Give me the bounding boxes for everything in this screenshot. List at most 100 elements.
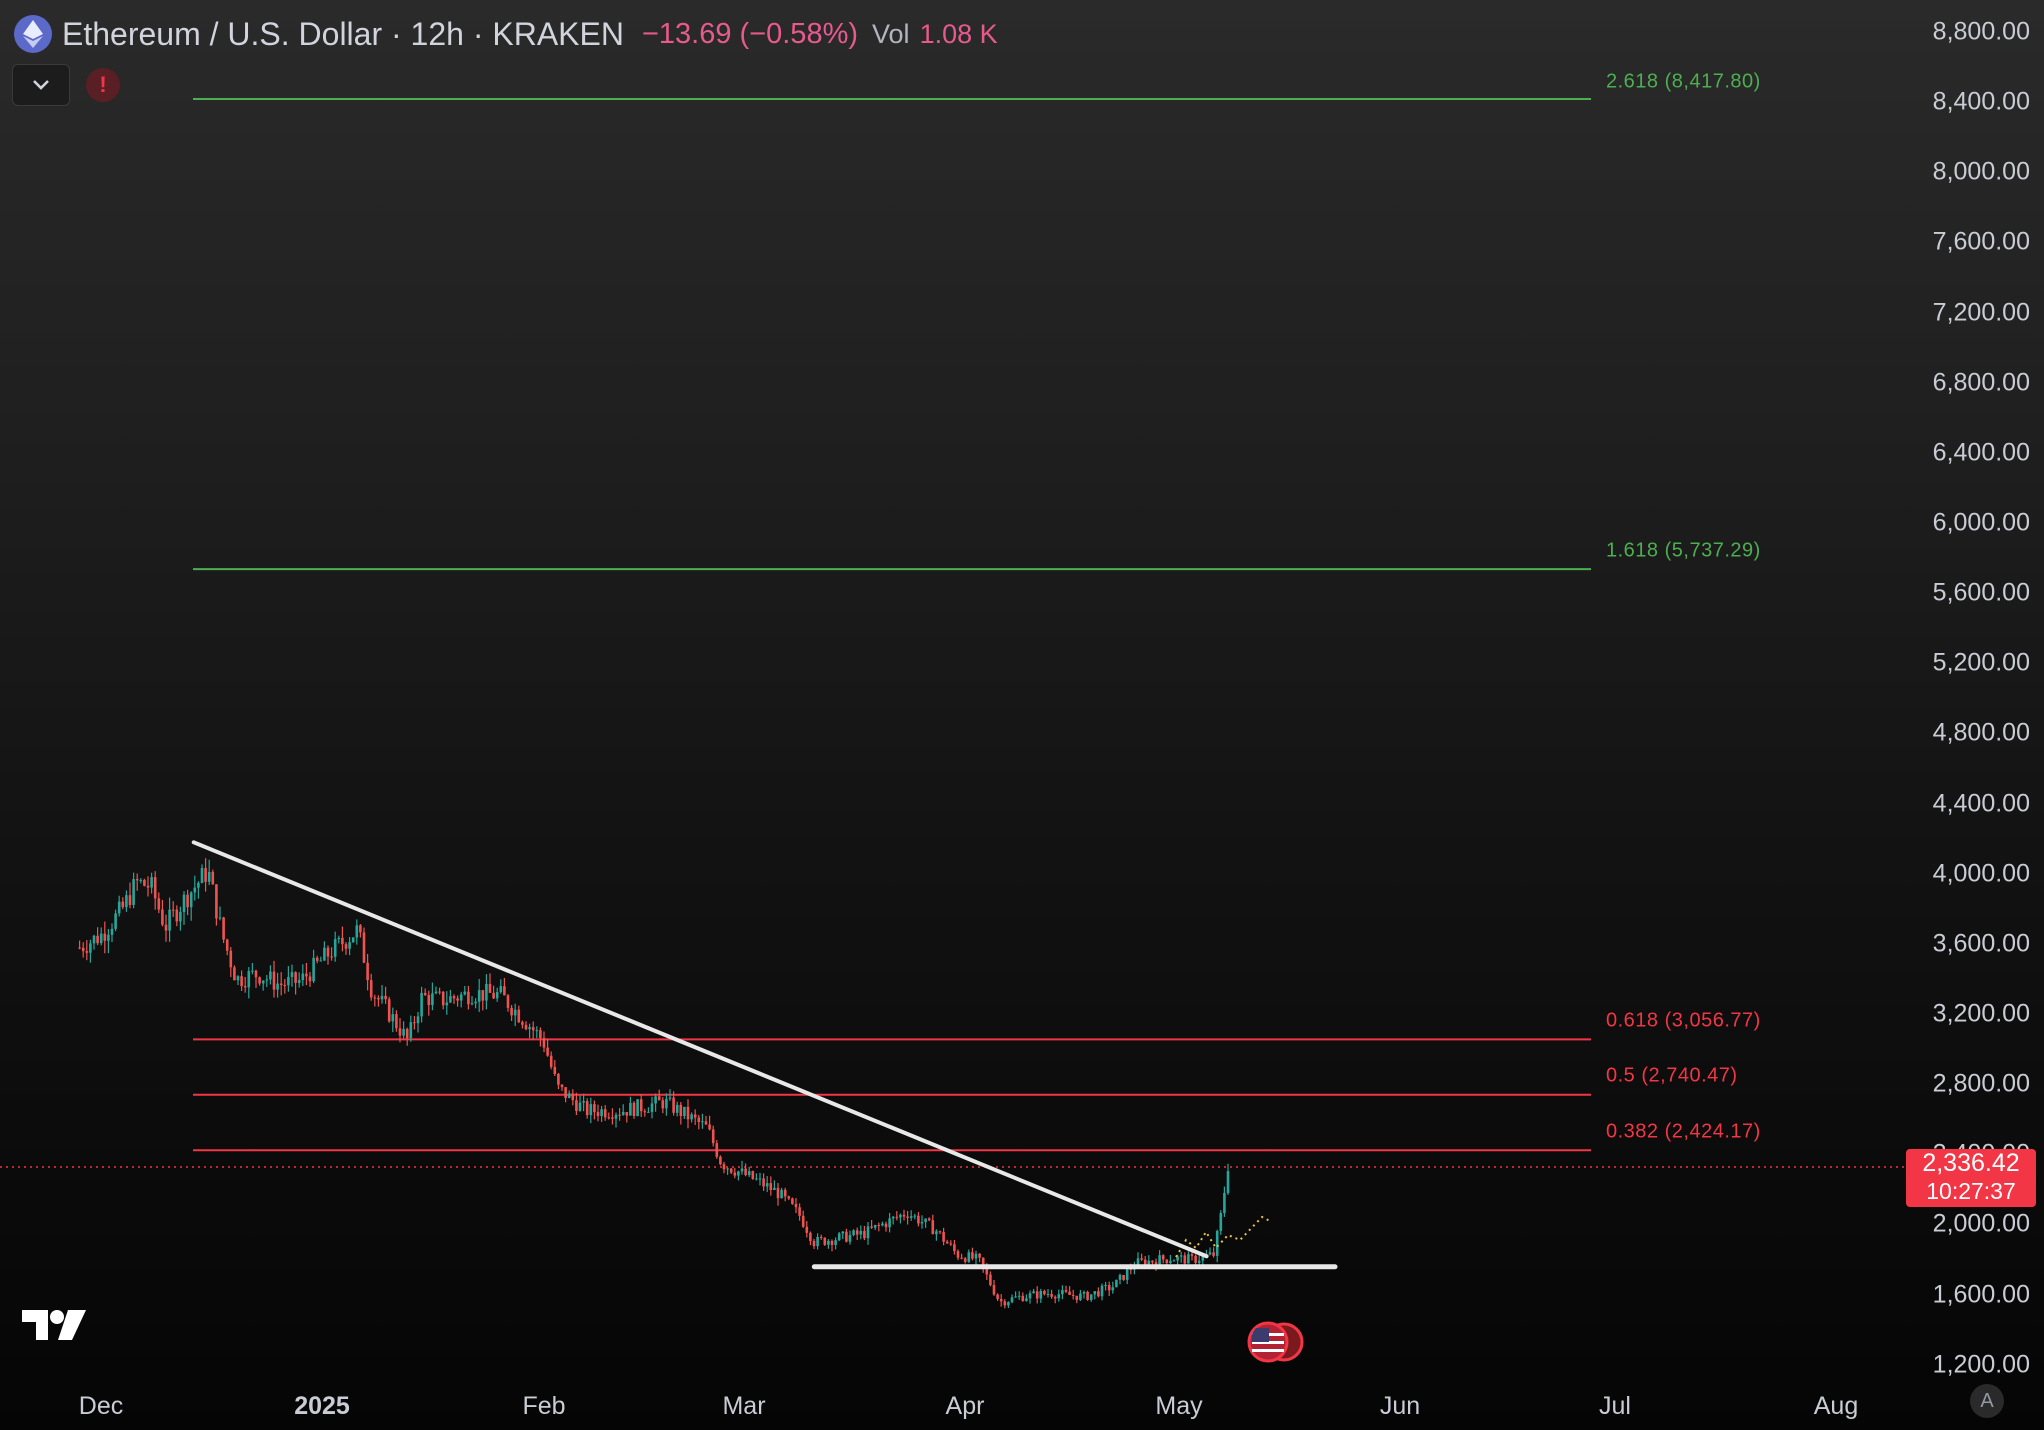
candle-body bbox=[1079, 1293, 1082, 1300]
candle-body bbox=[207, 871, 211, 882]
candle-body bbox=[855, 1230, 859, 1235]
auto-scale-button[interactable]: A bbox=[1970, 1384, 2004, 1418]
candle-body bbox=[92, 935, 96, 944]
candle-body bbox=[1226, 1171, 1230, 1193]
candle-body bbox=[96, 935, 99, 944]
candle-body bbox=[830, 1240, 834, 1245]
candle-body bbox=[204, 868, 207, 882]
candle-body bbox=[823, 1237, 827, 1245]
candle-body bbox=[290, 972, 294, 977]
candle-body bbox=[596, 1112, 600, 1117]
candle-body bbox=[1039, 1290, 1043, 1299]
candle-body bbox=[722, 1164, 726, 1170]
candle-body bbox=[549, 1055, 553, 1067]
candle-body bbox=[866, 1226, 870, 1239]
candle-body bbox=[1111, 1287, 1115, 1291]
us-economic-event-icon[interactable] bbox=[1246, 1320, 1306, 1369]
candle-body bbox=[114, 913, 117, 929]
candle-body bbox=[161, 909, 164, 925]
candle-body bbox=[1136, 1258, 1140, 1267]
candle-body bbox=[348, 942, 351, 949]
candle-body bbox=[1176, 1256, 1179, 1261]
candle-body bbox=[193, 887, 197, 893]
y-tick: 5,600.00 bbox=[1932, 578, 2030, 607]
symbol-header: Ethereum / U.S. Dollar · 12h · KRAKEN −1… bbox=[14, 12, 998, 56]
candle-body bbox=[150, 877, 153, 888]
candle-body bbox=[506, 995, 510, 1008]
candle-body bbox=[992, 1284, 996, 1295]
descending-resistance-line bbox=[191, 840, 1209, 1259]
candle-body bbox=[1118, 1275, 1122, 1280]
candle-body bbox=[539, 1030, 542, 1039]
candle-body bbox=[985, 1267, 989, 1275]
candle-body bbox=[989, 1274, 992, 1285]
candle-body bbox=[391, 1014, 395, 1022]
trendlines bbox=[191, 840, 1338, 1270]
candle-body bbox=[330, 956, 333, 958]
candle-body bbox=[621, 1112, 625, 1115]
candle-body bbox=[1212, 1252, 1215, 1256]
candle-body bbox=[895, 1216, 899, 1218]
tradingview-logo[interactable] bbox=[22, 1308, 88, 1347]
price-chart[interactable] bbox=[0, 0, 1906, 1380]
price-axis[interactable]: 8,800.00 8,400.00 8,000.00 7,600.00 7,20… bbox=[1920, 0, 2044, 1380]
candle-body bbox=[380, 995, 384, 1000]
candle-body bbox=[679, 1104, 683, 1116]
candle-body bbox=[899, 1214, 902, 1218]
candle-body bbox=[729, 1168, 733, 1173]
candle-body bbox=[924, 1218, 927, 1222]
candle-body bbox=[737, 1171, 740, 1176]
candle-body bbox=[740, 1168, 744, 1172]
fib-lines bbox=[193, 98, 1591, 1152]
y-tick: 7,200.00 bbox=[1932, 298, 2030, 327]
candle-body bbox=[283, 984, 287, 986]
candle-body bbox=[308, 976, 312, 982]
candle-body bbox=[744, 1168, 747, 1176]
collapse-legend-button[interactable] bbox=[12, 64, 70, 106]
candle-body bbox=[787, 1196, 791, 1199]
y-tick: 5,200.00 bbox=[1932, 648, 2030, 677]
candle-body bbox=[582, 1101, 585, 1103]
candle-body bbox=[528, 1027, 531, 1030]
candle-body bbox=[78, 947, 81, 949]
candle-body bbox=[1064, 1290, 1068, 1292]
candle-body bbox=[902, 1214, 906, 1217]
candle-body bbox=[333, 939, 337, 957]
candle-body bbox=[751, 1171, 755, 1179]
candle-body bbox=[963, 1258, 967, 1262]
candle-body bbox=[222, 917, 225, 940]
candle-body bbox=[1046, 1294, 1050, 1296]
candle-body bbox=[967, 1252, 971, 1262]
candle-body bbox=[236, 976, 240, 981]
candle-body bbox=[261, 980, 265, 984]
candle-body bbox=[859, 1230, 863, 1235]
candle-body bbox=[341, 937, 344, 945]
candle-body bbox=[564, 1087, 567, 1098]
y-tick: 8,000.00 bbox=[1932, 157, 2030, 186]
symbol-title[interactable]: Ethereum / U.S. Dollar · 12h · KRAKEN bbox=[62, 15, 624, 52]
candle-body bbox=[567, 1093, 571, 1098]
candle-body bbox=[773, 1187, 776, 1191]
ethereum-icon[interactable] bbox=[14, 15, 52, 53]
y-tick: 7,600.00 bbox=[1932, 227, 2030, 256]
fib-label-1618: 1.618 (5,737.29) bbox=[1606, 539, 1761, 562]
candle-body bbox=[978, 1253, 981, 1258]
candle-body bbox=[607, 1117, 611, 1119]
y-tick: 1,600.00 bbox=[1932, 1280, 2030, 1309]
candle-body bbox=[1115, 1279, 1118, 1288]
alert-icon[interactable]: ! bbox=[86, 68, 120, 102]
candle-body bbox=[884, 1223, 888, 1228]
candle-body bbox=[179, 912, 182, 922]
candle-body bbox=[571, 1093, 575, 1101]
time-axis[interactable]: Dec 2025 Feb Mar Apr May Jun Jul Aug bbox=[0, 1380, 2044, 1430]
y-tick: 2,800.00 bbox=[1932, 1069, 2030, 1098]
candle-body bbox=[409, 1022, 413, 1039]
candle-body bbox=[366, 962, 369, 981]
candle-body bbox=[315, 957, 319, 961]
candle-body bbox=[143, 879, 146, 886]
candle-body bbox=[103, 933, 107, 941]
candle-body bbox=[1169, 1260, 1172, 1263]
candle-body bbox=[1032, 1291, 1035, 1294]
candle-body bbox=[420, 992, 423, 1017]
candle-body bbox=[999, 1299, 1003, 1302]
